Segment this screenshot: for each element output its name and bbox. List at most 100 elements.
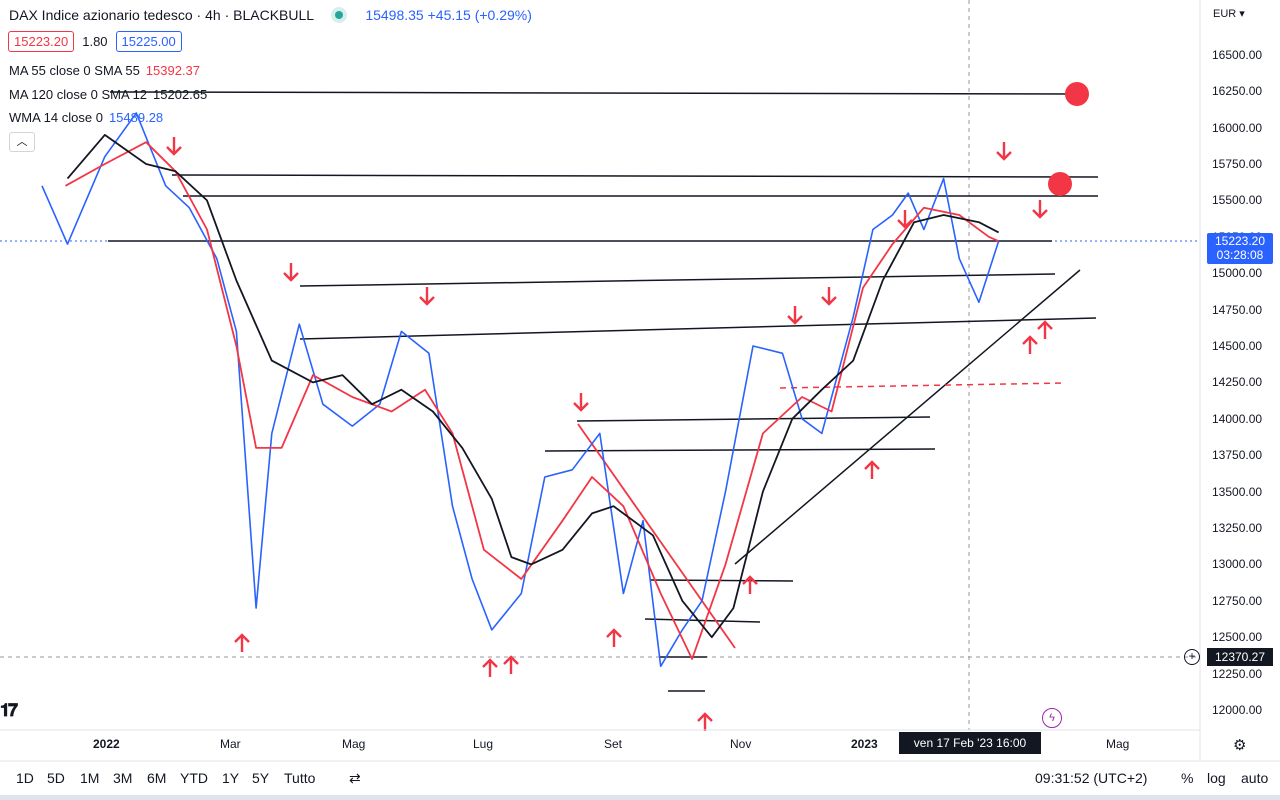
log-scale-toggle[interactable]: log — [1207, 770, 1226, 786]
current-price-label: 15223.20 03:28:08 — [1207, 233, 1273, 264]
indicator-label: MA 55 close 0 SMA 55 — [9, 63, 140, 78]
price-tick-label: 14000.00 — [1212, 411, 1263, 426]
crosshair-date-label: ven 17 Feb '23 16:00 — [899, 732, 1041, 754]
window-bottom-edge — [0, 795, 1280, 800]
lightning-icon[interactable]: ϟ — [1042, 708, 1062, 728]
swing-arrows — [166, 137, 1053, 731]
arrow-up-icon — [606, 628, 622, 647]
time-tick-label: Lug — [473, 737, 494, 751]
target-marker — [1048, 172, 1072, 196]
symbol-header[interactable]: DAX Indice azionario tedesco · 4h · BLAC… — [9, 7, 532, 23]
time-tick-label: Mar — [220, 737, 241, 751]
time-tick-label: 2022 — [93, 737, 120, 751]
price-tick-label: 12250.00 — [1212, 666, 1263, 681]
time-tick-label: 2023 — [851, 737, 878, 751]
timeframe-button[interactable]: 6M — [147, 770, 167, 786]
indicator-legend-ma120[interactable]: MA 120 close 0 SMA 12 15202.65 — [9, 87, 207, 102]
time-tick-label: Mag — [342, 737, 366, 751]
price-tick-label: 14250.00 — [1212, 375, 1263, 390]
price-tick-label: 13750.00 — [1212, 448, 1263, 463]
price-change: +45.15 (+0.29%) — [427, 7, 532, 23]
arrow-down-icon — [787, 306, 803, 325]
arrow-down-icon — [166, 137, 182, 156]
timeframe-button[interactable]: 1Y — [222, 770, 240, 786]
indicator-label: MA 120 close 0 SMA 12 — [9, 87, 148, 102]
indicator-legend-ma55[interactable]: MA 55 close 0 SMA 55 15392.37 — [9, 63, 200, 78]
arrow-down-icon — [573, 393, 589, 412]
target-marker — [1065, 82, 1089, 106]
price-tick-label: 16500.00 — [1212, 47, 1263, 62]
timeframe-button[interactable]: 1D — [16, 770, 34, 786]
arrow-down-icon — [419, 287, 435, 306]
bar-countdown: 03:28:08 — [1216, 248, 1264, 262]
series-line — [65, 141, 999, 660]
spread-value: 1.80 — [82, 34, 108, 49]
gear-icon[interactable]: ⚙ — [1233, 737, 1247, 754]
arrow-down-icon — [897, 210, 913, 229]
price-tick-label: 13500.00 — [1212, 484, 1263, 499]
arrow-up-icon — [1037, 320, 1053, 339]
series-line — [66, 133, 1000, 639]
chart-grid — [0, 0, 1200, 730]
arrow-up-icon — [503, 655, 519, 674]
timeframe-button[interactable]: YTD — [180, 770, 208, 786]
tradingview-logo: 𝟏𝟕 — [0, 700, 18, 720]
buy-price-button[interactable]: 15225.00 — [115, 31, 182, 52]
chart-series — [41, 112, 1000, 668]
arrow-up-icon — [697, 712, 713, 731]
arrow-down-icon — [996, 142, 1012, 161]
time-tick-label: Set — [604, 737, 623, 751]
level-line — [299, 273, 1056, 287]
currency-menu[interactable]: EUR ▾ — [1213, 7, 1245, 20]
sell-price-button[interactable]: 15223.20 — [8, 31, 75, 52]
add-alert-plus-icon[interactable]: + — [1184, 649, 1200, 665]
arrow-down-icon — [283, 263, 299, 282]
auto-scale-toggle[interactable]: auto — [1241, 770, 1269, 786]
timeframe-button[interactable]: 3M — [113, 770, 133, 786]
price-tick-label: 15000.00 — [1212, 266, 1263, 281]
percent-scale-toggle[interactable]: % — [1181, 770, 1194, 786]
arrow-up-icon — [742, 575, 758, 594]
bid-ask-panel: 15223.20 1.80 15225.00 — [8, 31, 182, 52]
collapse-legend-button[interactable]: ︿ — [9, 132, 35, 152]
arrow-up-icon — [864, 460, 880, 479]
indicator-value: 15202.65 — [153, 87, 208, 102]
last-price: 15498.35 — [365, 7, 424, 23]
time-tick-label: Mag — [1106, 737, 1130, 751]
indicator-legend-wma14[interactable]: WMA 14 close 0 15489.28 — [9, 110, 163, 125]
trendline — [577, 423, 736, 649]
level-line — [109, 91, 1079, 95]
dashed-level-line — [779, 382, 1066, 389]
clock-display[interactable]: 09:31:52 (UTC+2) — [1035, 770, 1148, 786]
indicator-value: 15392.37 — [145, 63, 201, 78]
price-tick-label: 12500.00 — [1212, 630, 1263, 645]
timeframe-button[interactable]: 1M — [80, 770, 100, 786]
price-tick-label: 13000.00 — [1212, 557, 1263, 572]
market-status-icon — [335, 11, 344, 19]
price-tick-label: 12000.00 — [1212, 703, 1263, 717]
series-line — [41, 112, 1000, 668]
timeframe-button[interactable]: Tutto — [284, 770, 316, 786]
trendline — [734, 269, 1081, 565]
arrow-down-icon — [1032, 200, 1048, 219]
price-tick-label: 16000.00 — [1212, 120, 1263, 135]
level-line — [644, 618, 761, 623]
timeframe-button[interactable]: 5D — [47, 770, 65, 786]
price-tick-label: 14750.00 — [1212, 302, 1263, 317]
current-price-value: 15223.20 — [1214, 234, 1266, 248]
price-tick-label: 12750.00 — [1212, 593, 1263, 608]
bottom-toolbar: 1D 5D 1M 3M 6M YTD 1Y 5Y Tutto ⇄ 09:31:52 (UTC+2… — [0, 763, 1280, 793]
level-line — [299, 317, 1097, 340]
indicator-label: WMA 14 close 0 — [9, 110, 103, 125]
date-range-icon[interactable]: ⇄ — [349, 770, 361, 786]
price-tick-label: 16250.00 — [1212, 84, 1263, 99]
timeframe-button[interactable]: 5Y — [252, 770, 270, 786]
indicator-value: 15489.28 — [108, 110, 164, 125]
arrow-up-icon — [1022, 335, 1038, 354]
price-tick-label: 15500.00 — [1212, 193, 1263, 208]
time-tick-label: Nov — [730, 737, 752, 751]
currency-label: EUR — [1213, 8, 1237, 20]
level-line — [576, 416, 931, 422]
level-line — [171, 174, 1099, 178]
